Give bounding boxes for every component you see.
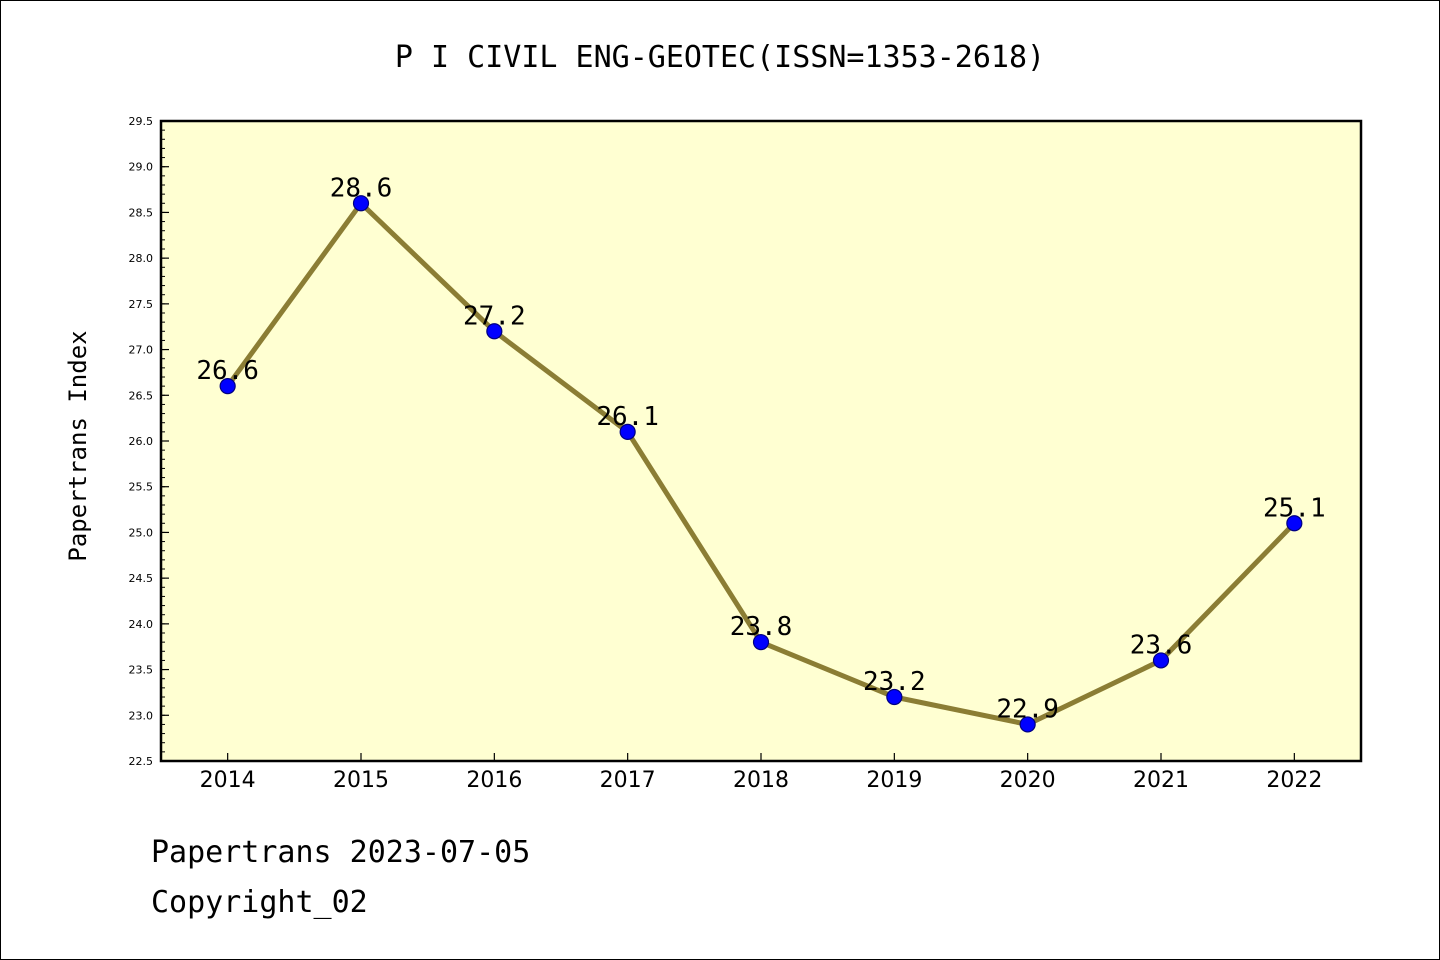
chart-title: P I CIVIL ENG-GEOTEC(ISSN=1353-2618) [395,40,1045,75]
data-label: 23.8 [730,612,793,642]
data-point [1019,716,1036,733]
x-tick-label: 2016 [466,768,522,793]
data-point [1152,652,1170,669]
data-point [486,323,503,340]
y-tick-label: 22.5 [129,755,154,768]
y-tick-label: 23.0 [129,709,154,722]
y-tick-label: 25.5 [129,481,154,494]
data-point [352,195,370,212]
data-label: 27.2 [463,301,526,331]
y-tick-label: 29.5 [129,115,154,128]
y-tick-label: 24.5 [129,572,154,585]
footer-copyright: Copyright_02 [151,885,368,920]
x-tick-label: 2022 [1266,768,1322,793]
y-tick-label: 27.0 [129,344,154,357]
data-label: 26.1 [596,402,659,432]
y-tick-label: 29.0 [129,161,154,174]
x-tick-label: 2017 [600,768,656,793]
y-tick-label: 23.5 [129,664,154,677]
x-tick-label: 2019 [866,768,922,793]
y-axis-label: Papertrans Index [64,330,92,561]
y-tick-label: 26.5 [129,389,154,402]
y-tick-label: 28.0 [129,252,154,265]
y-tick-label: 24.0 [129,618,154,631]
data-label: 26.6 [196,356,259,386]
data-label: 23.6 [1130,630,1193,660]
x-tick-label: 2018 [733,768,789,793]
x-tick-label: 2021 [1133,768,1189,793]
data-point [1286,515,1303,532]
data-label: 23.2 [863,667,926,697]
plot-area: 22.5 23.0 23.5 24.0 24.5 25.0 25.5 26.0 26.5 27.0… [129,115,1363,793]
footer-date-line: Papertrans 2023-07-05 [151,835,531,870]
y-tick-label: 26.0 [129,435,154,448]
x-tick-label: 2014 [200,768,256,793]
data-point [619,423,636,440]
plot-border [159,119,1363,763]
data-point [752,634,770,651]
y-tick-label: 25.0 [129,526,154,539]
data-point [886,688,903,706]
x-tick-label: 2015 [333,768,389,793]
data-label: 22.9 [996,694,1059,724]
y-tick-label: 27.5 [129,298,154,311]
x-tick-label: 2020 [1000,768,1056,793]
data-label: 28.6 [330,173,393,203]
data-label: 25.1 [1263,493,1326,523]
data-point [219,378,236,395]
plot-background [161,121,1361,761]
y-tick-label: 28.5 [129,206,154,219]
